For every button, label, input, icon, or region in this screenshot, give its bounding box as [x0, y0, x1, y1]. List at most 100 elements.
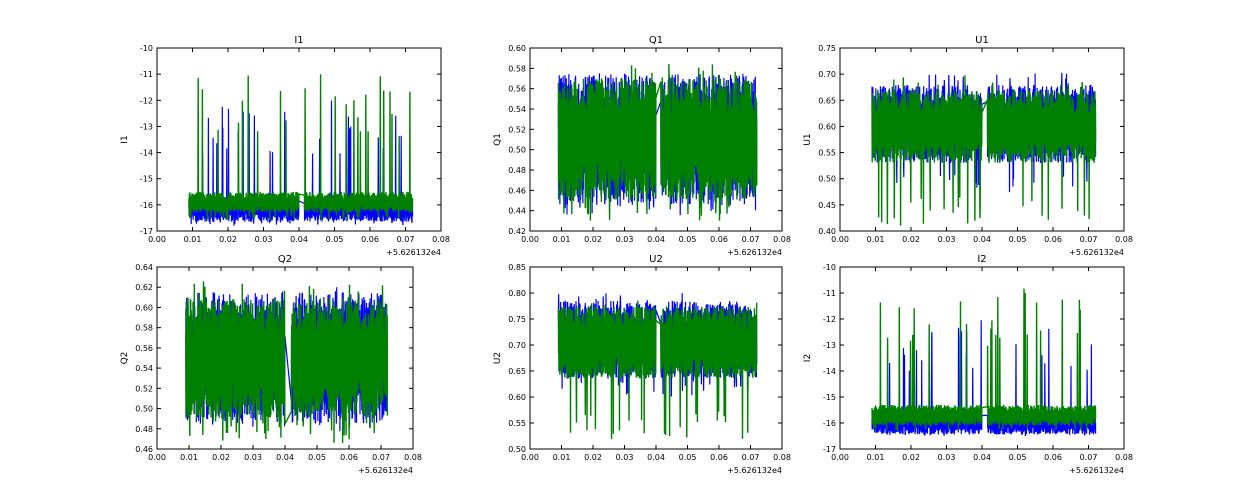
x-tick-label: 0.01 — [553, 453, 571, 462]
y-tick-label: -17 — [140, 227, 153, 236]
x-tick-label: 0.03 — [255, 235, 273, 244]
y-tick-label: 0.45 — [818, 201, 836, 210]
y-tick-label: -10 — [823, 263, 836, 272]
y-tick-label: 0.85 — [508, 263, 526, 272]
x-tick-label: 0.01 — [180, 453, 198, 462]
y-tick-label: -14 — [823, 367, 836, 376]
x-offset-label: +5.626132e4 — [727, 248, 782, 257]
x-tick-label: 0.01 — [867, 453, 885, 462]
series-line-green — [188, 74, 414, 221]
chart-title: Q1 — [649, 35, 663, 46]
x-tick-label: 0.01 — [553, 235, 571, 244]
x-tick-label: 0.07 — [742, 235, 760, 244]
x-tick-label: 0.07 — [397, 235, 415, 244]
y-tick-label: 0.75 — [508, 315, 526, 324]
x-tick-label: 0.02 — [902, 453, 920, 462]
y-tick-label: 0.40 — [818, 227, 836, 236]
x-tick-label: 0.04 — [647, 453, 665, 462]
series-line-green — [557, 300, 758, 440]
chart-title: I1 — [294, 35, 303, 46]
x-tick-label: 0.06 — [1044, 235, 1062, 244]
x-tick-label: 0.07 — [742, 453, 760, 462]
x-tick-label: 0.03 — [616, 235, 634, 244]
x-tick-label: 0.00 — [148, 235, 166, 244]
x-tick-label: 0.02 — [212, 453, 230, 462]
x-tick-label: 0.08 — [1115, 235, 1133, 244]
y-tick-label: 0.70 — [508, 341, 526, 350]
x-tick-label: 0.08 — [432, 235, 450, 244]
x-tick-label: 0.04 — [973, 235, 991, 244]
y-tick-label: 0.50 — [818, 175, 836, 184]
y-tick-label: 0.54 — [508, 105, 526, 114]
x-tick-label: 0.06 — [361, 235, 379, 244]
x-tick-label: 0.02 — [584, 453, 602, 462]
x-tick-label: 0.06 — [710, 453, 728, 462]
y-tick-label: 0.60 — [508, 44, 526, 53]
y-tick-label: 0.60 — [508, 393, 526, 402]
subplot-q2: 0.00 0.01 0.02 0.03 0.04 0.05 0.06 0.07 0.08 0.46… — [120, 254, 422, 475]
x-tick-label: 0.02 — [902, 235, 920, 244]
y-tick-label: 0.55 — [508, 419, 526, 428]
y-tick-label: 0.56 — [508, 85, 526, 94]
y-tick-label: -11 — [823, 289, 836, 298]
x-tick-label: 0.08 — [773, 453, 791, 462]
y-axis-label: U1 — [803, 133, 813, 145]
x-tick-label: 0.04 — [647, 235, 665, 244]
y-tick-label: 0.64 — [135, 263, 153, 272]
x-tick-label: 0.00 — [521, 235, 539, 244]
subplot-i1: 0.00 0.01 0.02 0.03 0.04 0.05 0.06 0.07 0.08 -17 -… — [120, 35, 450, 257]
y-tick-label: -12 — [823, 315, 836, 324]
x-tick-label: 0.01 — [867, 235, 885, 244]
x-tick-label: 0.02 — [584, 235, 602, 244]
x-tick-label: 0.03 — [616, 453, 634, 462]
y-tick-label: 0.58 — [135, 324, 153, 333]
y-tick-label: 0.70 — [818, 70, 836, 79]
y-axis-label: U2 — [493, 352, 503, 364]
x-tick-label: 0.06 — [340, 453, 358, 462]
chart-title: Q2 — [278, 254, 292, 265]
y-tick-label: 0.50 — [508, 146, 526, 155]
y-axis-label: I2 — [803, 354, 813, 362]
y-axis-label: Q2 — [120, 352, 130, 365]
y-axis-label: I1 — [120, 135, 130, 143]
chart-title: U2 — [649, 254, 663, 265]
x-tick-label: 0.00 — [831, 235, 849, 244]
y-tick-label: -14 — [140, 149, 153, 158]
x-offset-label: +5.626132e4 — [358, 466, 413, 475]
x-tick-label: 0.04 — [973, 453, 991, 462]
x-tick-label: 0.08 — [773, 235, 791, 244]
x-tick-label: 0.07 — [1080, 235, 1098, 244]
y-tick-label: 0.52 — [135, 384, 153, 393]
x-tick-label: 0.05 — [1009, 235, 1027, 244]
y-tick-label: -17 — [823, 445, 836, 454]
x-tick-label: 0.02 — [219, 235, 237, 244]
chart-title: I2 — [977, 254, 986, 265]
y-tick-label: 0.65 — [818, 96, 836, 105]
y-tick-label: -12 — [140, 96, 153, 105]
y-tick-label: -13 — [140, 122, 153, 131]
y-tick-label: 0.65 — [508, 367, 526, 376]
y-tick-label: 0.42 — [508, 227, 526, 236]
x-tick-label: 0.03 — [244, 453, 262, 462]
y-tick-label: 0.80 — [508, 289, 526, 298]
x-tick-label: 0.04 — [290, 235, 308, 244]
series-line-green — [871, 75, 1097, 226]
y-tick-label: 0.60 — [818, 122, 836, 131]
series-line-green — [557, 63, 758, 221]
y-tick-label: 0.75 — [818, 44, 836, 53]
x-tick-label: 0.06 — [1044, 453, 1062, 462]
y-tick-label: -15 — [823, 393, 836, 402]
x-tick-label: 0.07 — [1080, 453, 1098, 462]
y-tick-label: 0.55 — [818, 149, 836, 158]
subplot-u1: 0.00 0.01 0.02 0.03 0.04 0.05 0.06 0.07 0.08 0.40… — [803, 35, 1133, 257]
y-tick-label: 0.48 — [508, 166, 526, 175]
x-offset-label: +5.626132e4 — [727, 466, 782, 475]
y-tick-label: 0.62 — [135, 283, 153, 292]
x-tick-label: 0.04 — [276, 453, 294, 462]
subplot-i2: 0.00 0.01 0.02 0.03 0.04 0.05 0.06 0.07 0.08 -17 -… — [803, 254, 1133, 475]
x-tick-label: 0.03 — [938, 453, 956, 462]
x-tick-label: 0.00 — [831, 453, 849, 462]
x-tick-label: 0.07 — [372, 453, 390, 462]
x-tick-label: 0.03 — [938, 235, 956, 244]
y-tick-label: -13 — [823, 341, 836, 350]
